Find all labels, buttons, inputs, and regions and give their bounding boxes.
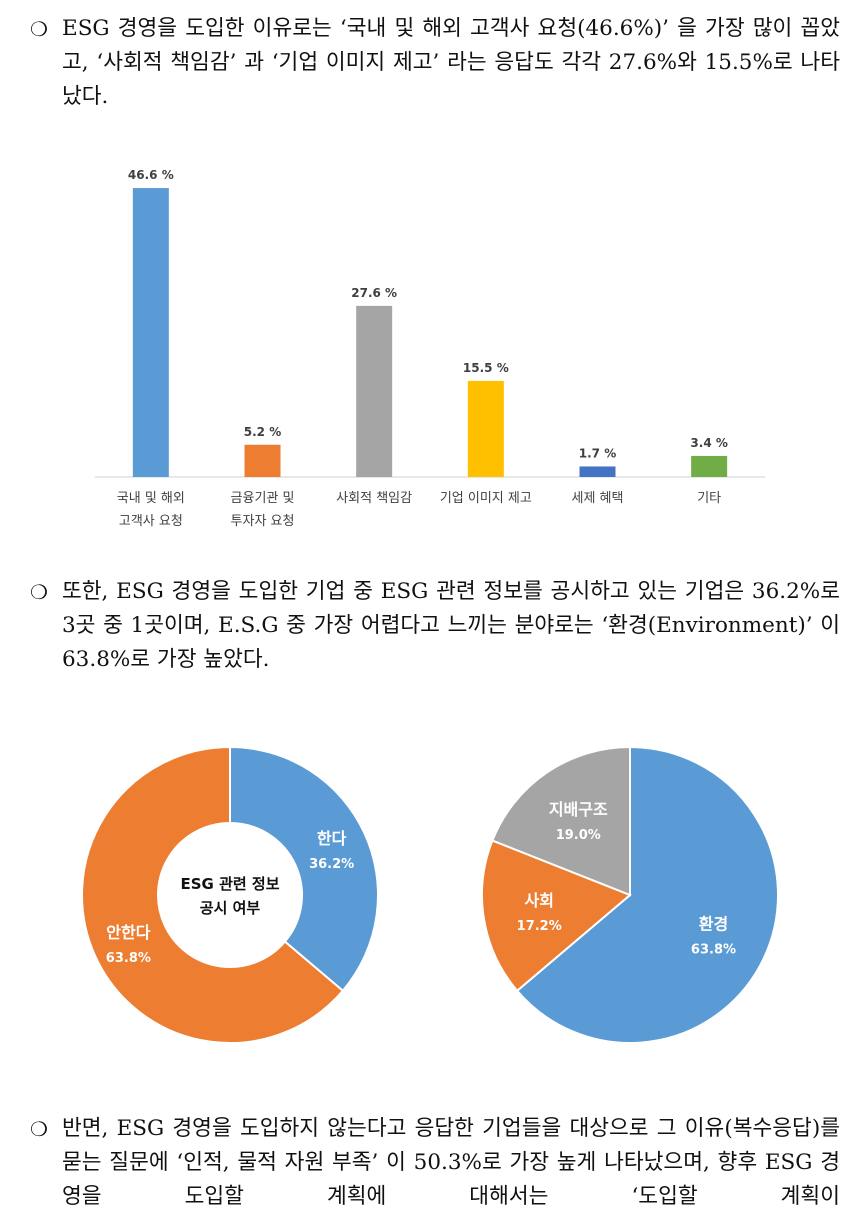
pie-chart: 환경 63.8% 사회 17.2% 지배구조 19.0%: [481, 745, 779, 1044]
pie-slice: [491, 745, 631, 897]
pie-slice: [229, 745, 379, 993]
category-label: 고객사 요청: [119, 514, 183, 529]
bar-value-label: 46.6 %: [128, 168, 174, 182]
bar: [244, 444, 281, 477]
category-label: 기업 이미지 제고: [440, 491, 532, 506]
category-label: 기타: [697, 491, 721, 506]
category-label: 투자자 요청: [231, 514, 295, 529]
bar: [356, 305, 393, 477]
paragraph-2-text: 또한, ESG 경영을 도입한 기업 중 ESG 관련 정보를 공시하고 있는 …: [62, 579, 840, 672]
category-label: 금융기관 및: [231, 491, 295, 506]
slice-value-label: 63.8%: [691, 943, 736, 958]
slice-name-label: 안한다: [106, 923, 150, 942]
category-label: 국내 및 해외: [117, 491, 185, 506]
slice-name-label: 환경: [699, 915, 728, 934]
pie-slice: [515, 745, 779, 1044]
category-label: 세제 혜택: [572, 491, 624, 506]
bar: [467, 380, 504, 477]
bar: [132, 188, 169, 477]
bar-value-label: 1.7 %: [579, 446, 616, 460]
bar: [691, 455, 728, 477]
bar-value-label: 5.2 %: [244, 425, 281, 439]
paragraph-1: ❍ ESG 경영을 도입한 이유로는 ‘국내 및 해외 고객사 요청(46.6%…: [30, 12, 840, 114]
category-label: 사회적 책임감: [336, 491, 412, 506]
slice-value-label: 63.8%: [106, 951, 151, 966]
slice-name-label: 지배구조: [549, 800, 608, 819]
donut-center-label: ESG 관련 정보: [180, 875, 279, 893]
slice-value-label: 19.0%: [556, 828, 601, 843]
bar-value-label: 3.4 %: [690, 436, 727, 450]
slice-name-label: 사회: [524, 891, 553, 910]
slice-value-label: 36.2%: [309, 857, 354, 872]
paragraph-3: ❍ 반면, ESG 경영을 도입하지 않는다고 응답한 기업들을 대상으로 그 …: [30, 1112, 840, 1214]
bullet-icon: ❍: [30, 580, 48, 604]
donut-center-label: 공시 여부: [200, 899, 261, 917]
bullet-icon: ❍: [30, 1117, 48, 1141]
pie-slice: [481, 839, 632, 993]
pie-slice: [81, 745, 345, 1044]
bullet-icon: ❍: [30, 17, 48, 41]
slice-name-label: 한다: [317, 829, 347, 848]
bar-value-label: 15.5 %: [463, 361, 509, 375]
paragraph-2: ❍ 또한, ESG 경영을 도입한 기업 중 ESG 관련 정보를 공시하고 있…: [30, 575, 840, 677]
slice-value-label: 17.2%: [517, 919, 562, 934]
bar-value-label: 27.6 %: [351, 286, 397, 300]
paragraph-1-text: ESG 경영을 도입한 이유로는 ‘국내 및 해외 고객사 요청(46.6%)’…: [62, 16, 840, 109]
bar: [579, 466, 616, 477]
paragraph-3-text: 반면, ESG 경영을 도입하지 않는다고 응답한 기업들을 대상으로 그 이유…: [62, 1116, 840, 1209]
